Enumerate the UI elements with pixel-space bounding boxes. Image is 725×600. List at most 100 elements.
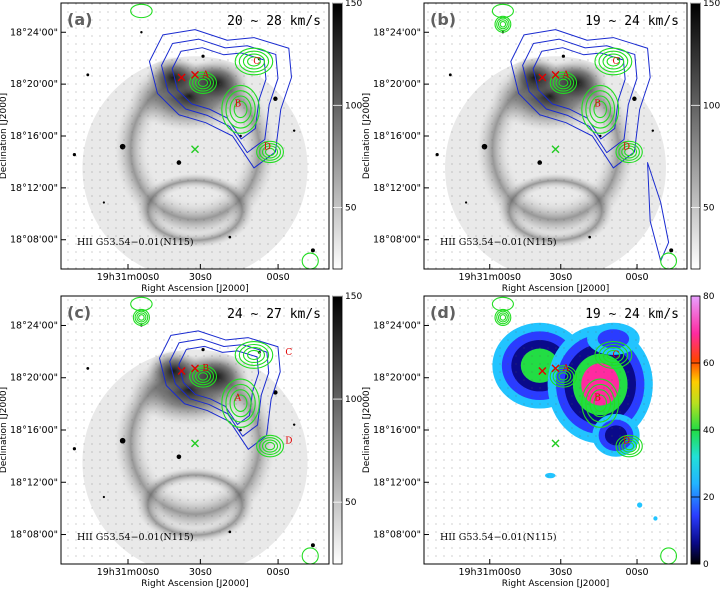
dust-contour-green: [499, 314, 507, 321]
red-cross-marker: [177, 73, 186, 82]
source-label: A: [562, 364, 570, 374]
dust-contour-green: [192, 367, 215, 386]
colorbar: [332, 2, 343, 270]
dust-contour-green: [136, 312, 147, 323]
x-tick-label: 30s0: [549, 567, 572, 578]
grid-dots: [424, 3, 687, 269]
dust-contour-green: [593, 100, 608, 119]
source-label: D: [623, 436, 630, 446]
dust-contour-green: [594, 341, 633, 369]
dust-contour-green: [581, 84, 620, 134]
dust-contour-green: [585, 383, 616, 423]
y-axis-label: Declination [J2000]: [0, 387, 9, 473]
x-tick-label: 00s0: [625, 567, 648, 578]
x-tick-label: 19h31m00s0: [458, 567, 521, 578]
dust-contour-green: [229, 95, 252, 124]
x-tick-label: 19h31m00s0: [458, 272, 521, 283]
image-area: A B C D: [61, 3, 329, 269]
panel-label: (b): [430, 10, 456, 29]
dust-contour-green: [238, 50, 270, 73]
dust-contour-green: [615, 140, 643, 164]
dust-contour-green: [197, 372, 209, 381]
colorbar-tick-label: 20: [703, 493, 715, 503]
co-contour-blue: [171, 47, 267, 140]
y-tick-label: 18°12'00": [10, 183, 58, 194]
grid-dots: [424, 296, 687, 564]
colorbar-tick-label: 150: [703, 0, 720, 9]
dust-contour-green: [259, 143, 282, 161]
dust-contour-green: [660, 547, 678, 564]
velocity-range: 19 ~ 24 km/s: [585, 307, 679, 322]
dust-contour-green: [602, 346, 625, 364]
dust-contour-green: [491, 296, 514, 312]
x-tick-label: 30s0: [189, 567, 212, 578]
x-axis-label: Right Ascension [J2000]: [502, 579, 609, 589]
y-tick-label: 18°20'00": [373, 373, 421, 384]
colorbar-tick-label: 50: [345, 204, 357, 214]
dust-contour-green: [494, 15, 512, 33]
y-tick-label: 18°12'00": [373, 183, 421, 194]
dust-contour-green: [593, 394, 608, 412]
dust-contour-green: [555, 76, 572, 90]
colorbar-tick-label: 50: [345, 498, 357, 508]
y-tick-label: 18°08'00": [10, 530, 58, 541]
colorbar: [332, 295, 343, 565]
grid-dots: [61, 3, 329, 269]
dust-contour-green: [194, 76, 212, 90]
panel-d: A B C D (d) 19 ~ 24 km/s HII G53.54−0.01(N115)…: [362, 292, 715, 589]
x-tick-label: 00s0: [625, 272, 648, 283]
velocity-range: 24 ~ 27 km/s: [227, 307, 321, 322]
dust-contour-green: [221, 378, 260, 428]
dust-contour-green: [256, 434, 284, 458]
y-tick-label: 18°16'00": [373, 131, 421, 142]
dust-contour-green: [225, 383, 256, 423]
dust-contour-green: [247, 56, 261, 67]
y-tick-label: 18°24'00": [373, 27, 421, 38]
panel-label: (a): [67, 10, 92, 29]
green-cross-marker: [551, 145, 560, 154]
red-cross-marker: [191, 70, 199, 79]
y-tick-label: 18°16'00": [373, 425, 421, 436]
hii-region-label: HII G53.54−0.01(N115): [77, 532, 194, 543]
panel-label: (c): [67, 303, 91, 322]
y-axis-label: Declination [J2000]: [362, 93, 372, 179]
dust-contour-green: [494, 308, 512, 327]
dust-contour-green: [624, 441, 635, 451]
colorbar-tick-label: 100: [703, 101, 720, 111]
dust-contour-green: [264, 147, 276, 157]
source-label: B: [594, 100, 601, 110]
panel-a: A B C D (a) 20 ~ 28 km/s HII G53.54−0.01(N115)…: [0, 0, 362, 294]
dust-contour-green: [189, 71, 217, 94]
y-tick-label: 18°08'00": [10, 235, 58, 246]
source-label: C: [285, 348, 292, 358]
dust-contour-green: [491, 3, 514, 19]
y-tick-label: 18°16'00": [10, 131, 58, 142]
dust-contour-green: [594, 47, 633, 76]
colorbar: [690, 2, 701, 270]
source-label: A: [201, 70, 209, 80]
dust-contour-green: [558, 78, 569, 87]
red-cross-marker: [191, 364, 199, 373]
dust-contour-green: [138, 314, 145, 321]
red-cross-marker: [551, 70, 560, 79]
y-tick-label: 18°24'00": [373, 320, 421, 331]
red-cross-marker: [177, 367, 186, 376]
green-cross-marker: [551, 439, 560, 448]
dust-contour-green: [242, 53, 266, 70]
velocity-range: 20 ~ 28 km/s: [227, 14, 321, 29]
source-label: D: [264, 142, 271, 152]
x-tick-label: 30s0: [189, 272, 212, 283]
dust-contour-green: [606, 56, 621, 67]
source-label: B: [202, 364, 209, 374]
dust-contour-green: [558, 372, 569, 381]
dust-contour-green: [301, 547, 319, 564]
red-cross-marker: [551, 364, 560, 373]
colorbar-tick-label: 0: [703, 560, 709, 570]
y-tick-label: 18°16'00": [10, 425, 58, 436]
hii-region-label: HII G53.54−0.01(N115): [440, 532, 557, 543]
dust-contour-green: [238, 343, 270, 366]
dust-contour-green: [234, 47, 274, 76]
colorbar-tick-label: 100: [345, 395, 362, 405]
dust-contour-green: [602, 53, 625, 70]
